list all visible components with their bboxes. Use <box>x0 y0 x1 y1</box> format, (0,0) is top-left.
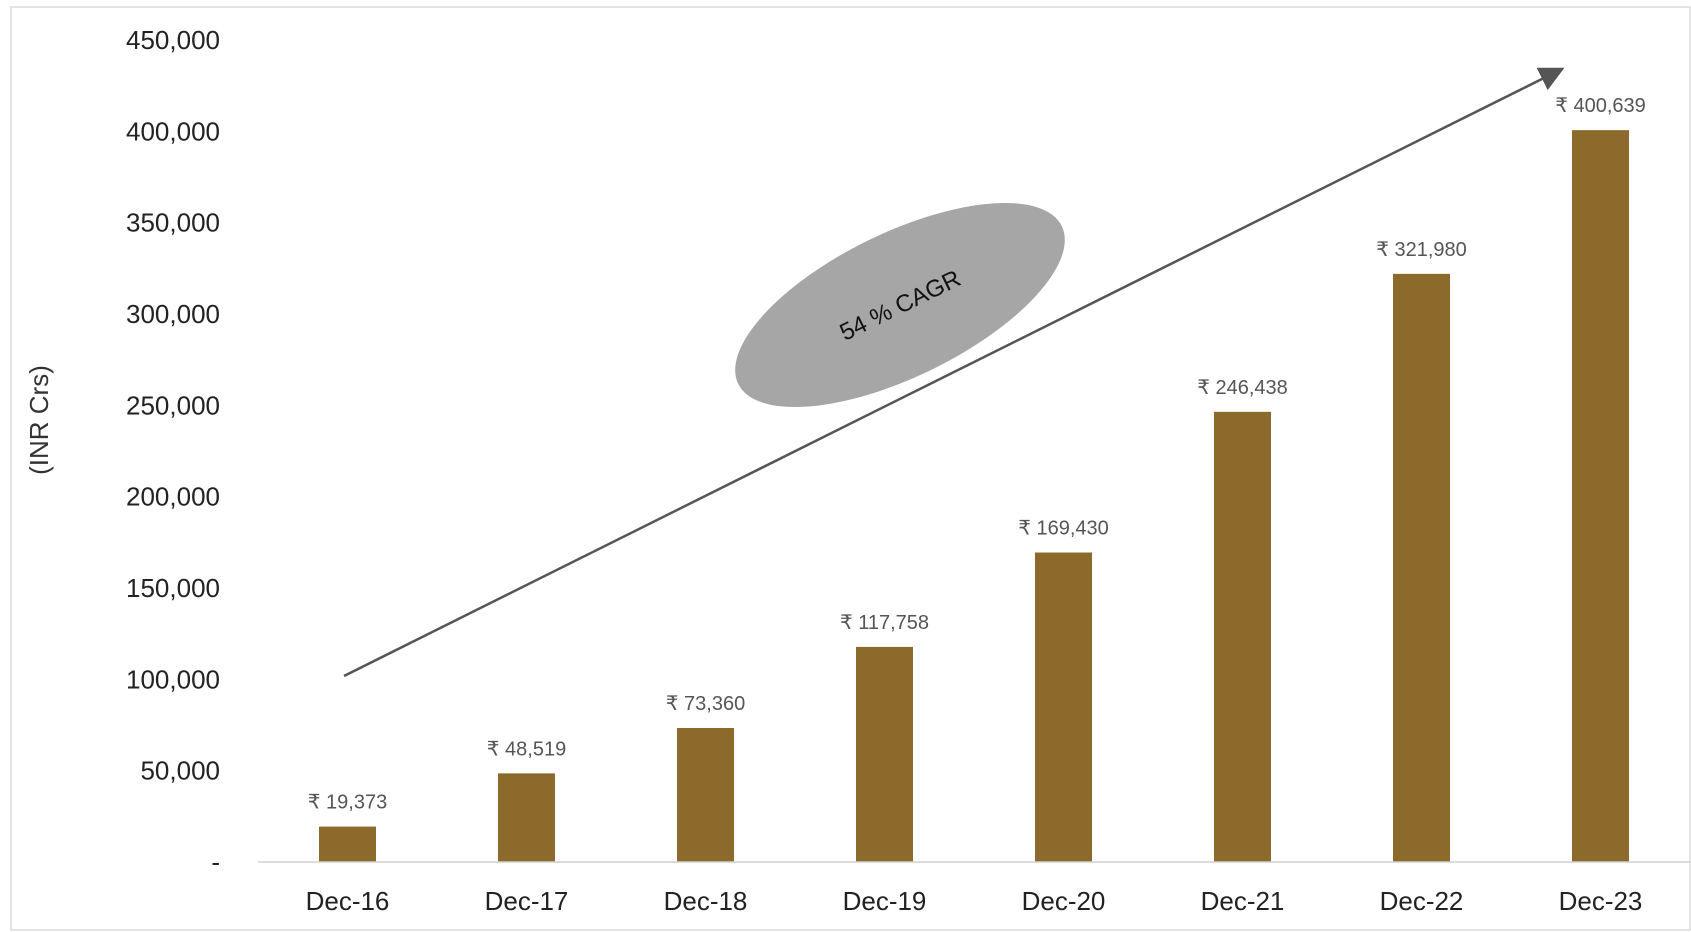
bar <box>1214 411 1271 862</box>
bars <box>319 130 1629 863</box>
data-label: ₹ 48,519 <box>487 738 566 760</box>
x-tick-label: Dec-20 <box>1022 886 1106 916</box>
y-tick-label: - <box>211 847 220 877</box>
y-tick-label: 200,000 <box>126 482 220 512</box>
bar <box>1393 273 1450 862</box>
bar <box>1572 130 1629 863</box>
y-tick-label: 100,000 <box>126 664 220 694</box>
data-labels: ₹ 19,373 ₹ 48,519 ₹ 73,360 ₹ 117,758 ₹ 169,4… <box>308 95 1646 813</box>
y-axis-title: (INR Crs) <box>24 365 54 475</box>
bar <box>498 773 555 862</box>
x-tick-label: Dec-18 <box>664 886 748 916</box>
data-label: ₹ 246,438 <box>1197 377 1288 399</box>
cagr-trend-arrow <box>343 67 1565 678</box>
bar <box>1035 552 1092 862</box>
data-label: ₹ 117,758 <box>840 612 929 634</box>
data-label: ₹ 400,639 <box>1555 95 1646 117</box>
cagr-badge: 54 % CAGR <box>735 202 1065 408</box>
x-axis: Dec-16 Dec-17 Dec-18 Dec-19 Dec-20 Dec-21 Dec-… <box>258 861 1690 916</box>
data-label: ₹ 321,980 <box>1376 239 1467 261</box>
y-axis: - 50,000 100,000 150,000 200,000 250,000 300,0… <box>126 25 220 877</box>
y-tick-label: 250,000 <box>126 390 220 420</box>
cagr-ellipse <box>735 202 1065 408</box>
x-tick-label: Dec-17 <box>485 886 569 916</box>
y-tick-label: 400,000 <box>126 116 220 146</box>
x-tick-label: Dec-21 <box>1201 886 1285 916</box>
y-tick-label: 50,000 <box>140 756 220 786</box>
x-tick-label: Dec-19 <box>843 886 927 916</box>
data-label: ₹ 169,430 <box>1018 518 1109 540</box>
y-tick-label: 350,000 <box>126 208 220 238</box>
y-tick-label: 300,000 <box>126 299 220 329</box>
bar <box>677 727 734 862</box>
y-tick-label: 150,000 <box>126 573 220 603</box>
chart-border <box>10 6 1691 931</box>
bar <box>319 826 376 862</box>
x-tick-label: Dec-22 <box>1380 886 1464 916</box>
bar <box>856 646 913 862</box>
x-tick-label: Dec-16 <box>306 886 390 916</box>
y-tick-label: 450,000 <box>126 25 220 55</box>
x-tick-label: Dec-23 <box>1559 886 1643 916</box>
data-label: ₹ 73,360 <box>666 693 745 715</box>
data-label: ₹ 19,373 <box>308 792 387 814</box>
